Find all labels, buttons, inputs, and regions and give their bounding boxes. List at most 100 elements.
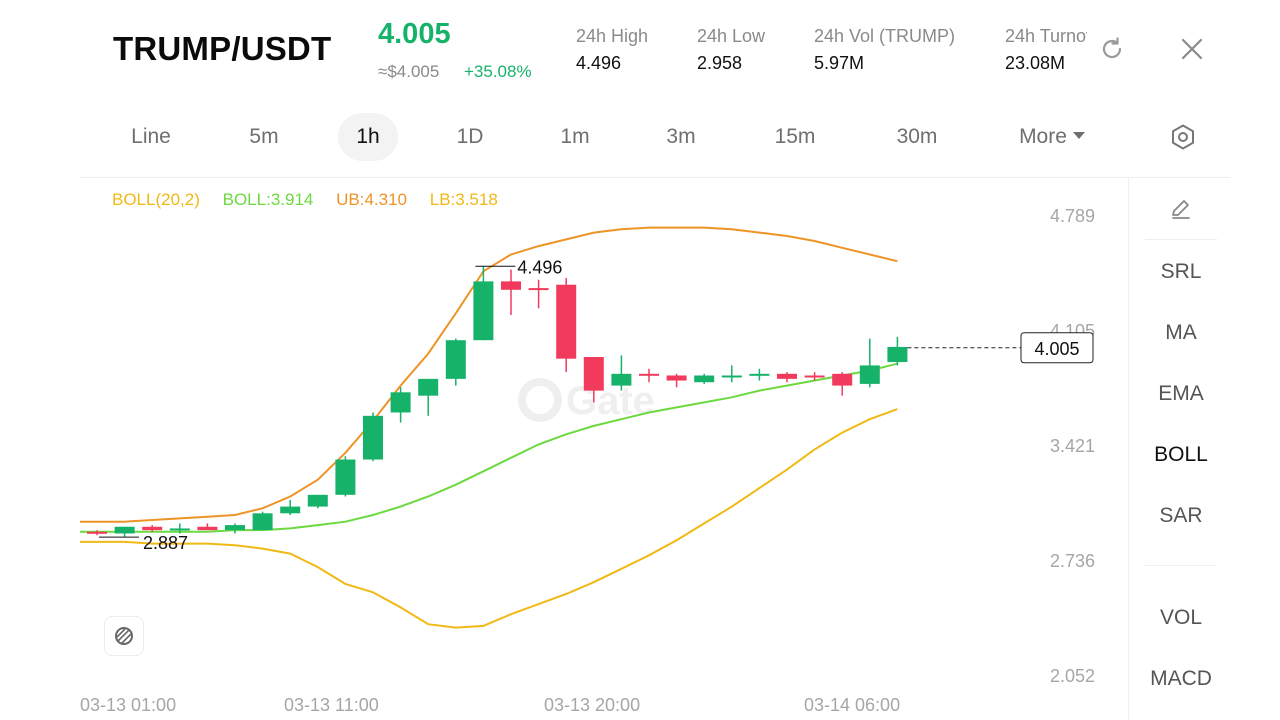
stat-24h-volume: 24h Vol (TRUMP) 5.97M: [814, 26, 955, 74]
candle: [694, 373, 715, 384]
candle: [556, 278, 577, 373]
stat-label: 24h Turnover: [1005, 26, 1087, 46]
draw-tool-button[interactable]: [1129, 196, 1233, 228]
globe-icon-button[interactable]: [104, 616, 144, 656]
boll-mid-line: [80, 362, 898, 533]
boll-legend: BOLL(20,2) BOLL:3.914 UB:4.310 LB:3.518: [112, 190, 516, 210]
candle: [307, 494, 328, 509]
caret-down-icon: [1072, 132, 1085, 140]
y-axis-tick-label: 2.736: [1050, 551, 1095, 571]
stat-24h-turnover: 24h Turnover 23.08M: [1005, 26, 1087, 74]
candle: [666, 373, 687, 388]
divider: [1145, 239, 1217, 240]
stat-24h-high: 24h High 4.496: [576, 26, 648, 74]
candle: [721, 365, 742, 383]
indicator-srl[interactable]: SRL: [1160, 260, 1202, 283]
stat-24h-low: 24h Low 2.958: [697, 26, 765, 74]
refresh-icon[interactable]: [1095, 32, 1129, 66]
watermark-text: Gate: [566, 379, 655, 423]
candle-body: [556, 284, 577, 359]
indicator-sar[interactable]: SAR: [1159, 504, 1203, 527]
candle: [252, 511, 273, 531]
current-price-label: 4.005: [1034, 339, 1079, 359]
candle-body: [721, 375, 742, 378]
globe-icon: [115, 627, 133, 645]
candle: [169, 523, 190, 534]
candle-body: [87, 531, 107, 534]
candle: [197, 523, 218, 531]
tab-5m[interactable]: 5m: [249, 125, 279, 148]
settings-hex-icon[interactable]: [1166, 120, 1200, 154]
tab-more-label: More: [1019, 125, 1067, 148]
boll-lower-line: [80, 408, 898, 629]
candle: [528, 279, 549, 309]
candle: [859, 338, 880, 388]
stat-value: 23.08M: [1005, 53, 1066, 73]
candle-body: [335, 459, 356, 495]
candle: [335, 456, 356, 497]
indicator-sidebar: SRL MA EMA BOLL SAR VOL MACD: [1128, 178, 1232, 720]
price-change-percent: +35.08%: [464, 62, 532, 81]
pencil-icon: [1172, 200, 1190, 219]
indicator-vol[interactable]: VOL: [1159, 606, 1203, 629]
candle-body: [611, 373, 632, 386]
candle: [280, 499, 301, 515]
candle: [114, 526, 135, 537]
tab-3m[interactable]: 3m: [666, 125, 696, 148]
boll-params[interactable]: BOLL(20,2): [112, 190, 200, 209]
candle-body: [197, 526, 218, 531]
candle: [887, 336, 908, 366]
tab-15m[interactable]: 15m: [774, 125, 816, 148]
tab-1h[interactable]: 1h: [338, 113, 398, 161]
tab-line[interactable]: Line: [131, 125, 171, 148]
high-price-label: 4.496: [517, 257, 562, 277]
candle-body: [887, 346, 908, 363]
market-header: TRUMP/USDT 4.005 ≈$4.005 +35.08% 24h Hig…: [0, 0, 1280, 100]
stat-value: 2.958: [697, 53, 743, 73]
indicator-ema[interactable]: EMA: [1158, 382, 1204, 405]
candle: [777, 372, 797, 383]
candle: [583, 357, 604, 403]
candle: [142, 525, 163, 532]
y-axis-tick-label: 2.052: [1050, 666, 1095, 686]
candle-body: [528, 288, 549, 291]
candle: [87, 530, 107, 536]
candle-body: [639, 373, 659, 376]
tab-30m[interactable]: 30m: [896, 125, 938, 148]
candle: [473, 266, 494, 341]
interval-tabs: Line 5m 1h 1D 1m 3m 15m 30m More: [0, 110, 1280, 164]
stat-label: 24h High: [576, 26, 649, 46]
candle-body: [804, 375, 825, 378]
tab-1m[interactable]: 1m: [560, 125, 590, 148]
candle-body: [418, 378, 439, 396]
candle: [749, 368, 770, 381]
candle: [639, 368, 659, 383]
candle: [390, 387, 411, 423]
candle-body: [694, 375, 715, 383]
close-icon[interactable]: [1175, 32, 1209, 66]
pair-title[interactable]: TRUMP/USDT: [113, 30, 332, 67]
indicator-ma[interactable]: MA: [1165, 321, 1197, 344]
candle: [225, 523, 245, 534]
candle-body: [280, 506, 301, 514]
indicator-boll[interactable]: BOLL: [1154, 443, 1208, 466]
candle-body: [390, 392, 411, 413]
divider: [1145, 565, 1217, 566]
y-axis-tick-label: 4.789: [1050, 206, 1095, 226]
candle-body: [252, 513, 273, 531]
indicator-macd[interactable]: MACD: [1150, 667, 1212, 690]
tab-1d[interactable]: 1D: [456, 125, 484, 148]
x-axis-tick-label: 03-14 06:00: [804, 695, 900, 715]
candle-body: [114, 526, 135, 534]
x-axis-tick-label: 03-13 01:00: [80, 695, 176, 715]
candle-body: [666, 375, 687, 381]
divider: [80, 177, 1230, 178]
low-price-label: 2.887: [143, 533, 188, 553]
candle-body: [859, 365, 880, 384]
candle-body: [307, 494, 328, 507]
tab-more[interactable]: More: [1000, 113, 1104, 161]
stat-label: 24h Vol (TRUMP): [814, 26, 956, 46]
last-price: 4.005: [378, 18, 451, 50]
candle-body: [832, 373, 853, 386]
